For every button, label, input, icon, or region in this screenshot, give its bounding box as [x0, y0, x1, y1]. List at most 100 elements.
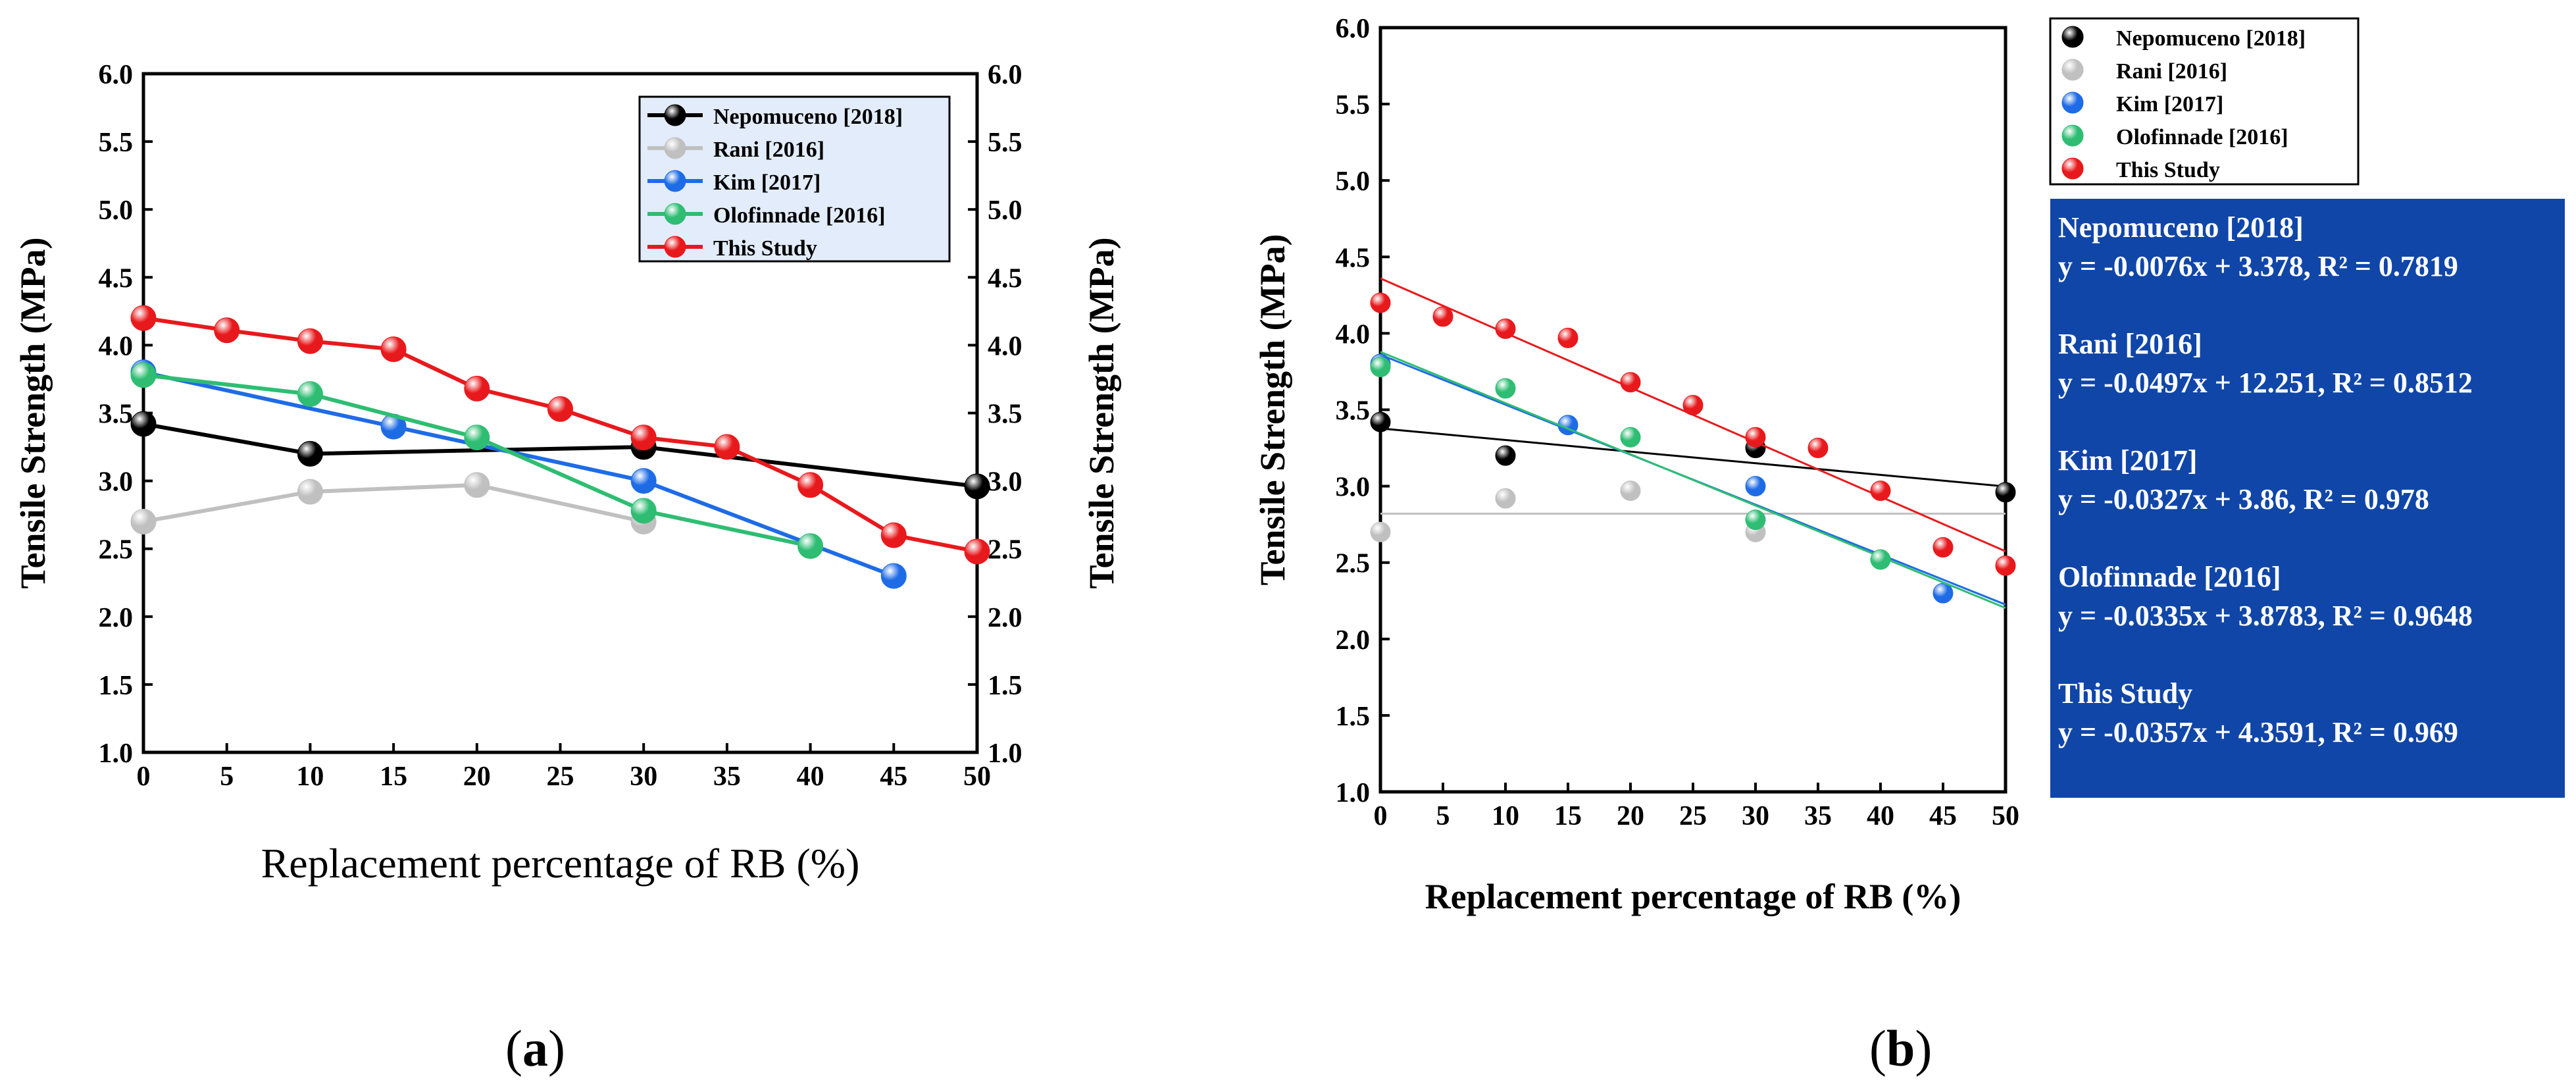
data-point [1557, 327, 1578, 348]
x-tick-label: 25 [547, 762, 574, 792]
regression-equations-box: Nepomuceno [2018] y = -0.0076x + 3.378, … [2050, 199, 2565, 798]
data-point [464, 425, 490, 451]
y-tick-label-right: 5.5 [988, 128, 1023, 158]
x-tick-label: 5 [1436, 801, 1450, 831]
series-kim-2017 [1370, 353, 2006, 606]
y-tick-label: 3.5 [1336, 396, 1371, 427]
data-point [1807, 438, 1829, 459]
data-point [130, 508, 157, 534]
equation-block-nepomuceno: Nepomuceno [2018] y = -0.0076x + 3.378, … [2058, 208, 2558, 286]
legend-item-kim-2017: Kim [2017] [2061, 91, 2223, 117]
y-tick-label-right: 5.0 [988, 195, 1023, 226]
data-point [1620, 427, 1641, 448]
legend-label: Rani [2016] [713, 138, 824, 162]
legend-label: Nepomuceno [2018] [2116, 26, 2306, 51]
data-point [1995, 555, 2016, 576]
y-tick-label: 4.5 [99, 263, 134, 294]
data-point [130, 305, 157, 331]
equation-block-this-study: This Study y = -0.0357x + 4.3591, R² = 0… [2058, 674, 2558, 752]
series-this-study [1370, 277, 2016, 576]
x-tick-label: 25 [1679, 801, 1707, 831]
data-point [880, 522, 907, 548]
data-point [1495, 488, 1516, 509]
legend-marker [2061, 157, 2084, 180]
legend-label: Rani [2016] [2116, 59, 2227, 84]
y-tick-label-right: 4.0 [988, 331, 1023, 361]
data-point [714, 434, 740, 460]
y-tick-label: 2.0 [1336, 625, 1371, 656]
data-point [1745, 509, 1766, 531]
trend-line [1380, 427, 2006, 488]
panel-label-a: (a) [505, 1020, 565, 1077]
y-tick-label: 1.5 [1336, 702, 1371, 732]
data-point [130, 362, 157, 388]
y-tick-label-right: 2.5 [988, 535, 1023, 565]
legend-box [2049, 17, 2360, 186]
x-axis-label: Replacement percentage of RB (%) [261, 840, 860, 887]
y-tick-label-right: 6.0 [988, 60, 1023, 90]
data-point [880, 563, 907, 589]
equation-title: This Study [2058, 677, 2193, 710]
x-tick-label: 10 [1492, 801, 1519, 831]
y-tick-label: 1.0 [99, 739, 134, 769]
data-point [1370, 356, 1391, 377]
data-point [297, 381, 323, 407]
y-tick-label: 5.5 [1336, 90, 1371, 120]
y-tick-label: 5.0 [1336, 167, 1371, 197]
legend: Nepomuceno [2018] Rani [2016] Kim [2017] Ol… [2049, 17, 2360, 186]
y-tick-label: 2.5 [99, 535, 134, 565]
data-point [630, 425, 657, 451]
x-tick-label: 30 [1742, 801, 1769, 831]
data-point [964, 473, 990, 500]
y-tick-label-right: 2.0 [988, 603, 1023, 633]
equation-title: Nepomuceno [2018] [2058, 211, 2304, 244]
legend-label: Nepomuceno [2018] [713, 105, 903, 129]
legend-label: Olofinnade [2016] [713, 203, 886, 228]
y-tick-label: 4.0 [1336, 319, 1371, 350]
equation-title: Kim [2017] [2058, 444, 2198, 477]
legend-label: This Study [2116, 158, 2220, 182]
data-point [1495, 318, 1516, 339]
data-point [1995, 482, 2016, 503]
equation-block-olofinnade: Olofinnade [2016] y = -0.0335x + 3.8783,… [2058, 558, 2558, 635]
data-point [797, 472, 824, 498]
y-tick-label: 1.0 [1336, 778, 1371, 808]
legend-item-rani-2016: Rani [2016] [2061, 59, 2227, 84]
y-tick-label: 5.5 [99, 128, 134, 158]
x-tick-label: 20 [1617, 801, 1644, 831]
data-point [464, 375, 490, 402]
equation-text: y = -0.0327x + 3.86, R² = 0.978 [2058, 483, 2429, 515]
equation-text: y = -0.0497x + 12.251, R² = 0.8512 [2058, 367, 2473, 399]
data-point [1745, 427, 1766, 448]
x-tick-label: 40 [1867, 801, 1894, 831]
data-point [297, 440, 323, 467]
panel-label-a-letter: a [522, 1020, 548, 1077]
x-tick-label: 45 [880, 762, 907, 792]
y-tick-label: 3.5 [99, 400, 134, 430]
series-this-study [130, 305, 990, 565]
data-point [1620, 372, 1641, 393]
trend-line [1380, 351, 2006, 609]
data-point [1932, 583, 1954, 604]
series-nepomuceno-2018 [130, 411, 990, 500]
series-olofinnade-2016 [1370, 351, 2006, 609]
x-tick-label: 50 [963, 762, 991, 792]
y-tick-label: 1.5 [99, 671, 134, 701]
legend-item-kim-2017: Kim [2017] [647, 170, 821, 195]
series-line [143, 370, 895, 578]
legend-item-nepomuceno-2018: Nepomuceno [2018] [647, 104, 903, 129]
y-tick-label: 3.0 [99, 467, 134, 498]
x-tick-label: 15 [380, 762, 407, 792]
data-point [297, 328, 323, 354]
legend-marker [2061, 124, 2084, 147]
legend-marker [664, 104, 686, 126]
x-tick-label: 20 [463, 762, 491, 792]
x-tick-label: 15 [1554, 801, 1582, 831]
series-nepomuceno-2018 [1370, 411, 2016, 503]
equation-title: Olofinnade [2016] [2058, 561, 2281, 593]
x-tick-label: 40 [797, 762, 824, 792]
legend-marker [2061, 91, 2084, 114]
legend-marker [664, 137, 686, 159]
equation-text: y = -0.0335x + 3.8783, R² = 0.9648 [2058, 600, 2473, 632]
